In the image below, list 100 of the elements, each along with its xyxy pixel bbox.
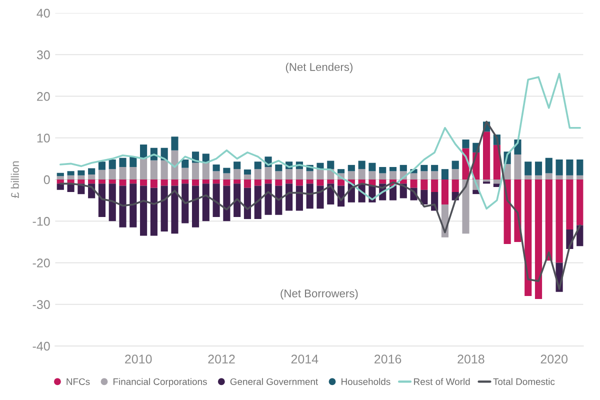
bar: [223, 173, 230, 180]
bar: [524, 175, 532, 180]
bar: [150, 180, 158, 188]
bar: [534, 175, 542, 180]
x-tick-label: 2020: [540, 354, 568, 364]
legend-label: NFCs: [66, 378, 90, 386]
bar: [286, 184, 293, 211]
bar: [316, 180, 324, 186]
bar: [78, 170, 85, 176]
bar: [234, 180, 241, 184]
bar: [420, 171, 428, 180]
bar: [306, 180, 314, 184]
bar: [192, 162, 200, 180]
bar: [337, 169, 345, 174]
bar: [78, 180, 85, 184]
legend-label: Rest of World: [414, 378, 470, 386]
bar: [348, 171, 355, 180]
x-tick-label: 2018: [458, 354, 484, 364]
bar: [545, 158, 552, 174]
bar: [576, 180, 584, 226]
bar: [78, 175, 85, 180]
bar: [212, 171, 220, 180]
bar: [296, 186, 303, 211]
x-tick-label: 2012: [208, 354, 235, 364]
bar: [140, 180, 148, 186]
bar: [212, 180, 220, 184]
bar: [483, 132, 490, 180]
legend-label: General Government: [230, 378, 318, 386]
y-axis-title: £ billion: [10, 161, 19, 198]
bar: [441, 169, 448, 180]
bar: [182, 168, 189, 180]
legend-label: Households: [342, 378, 390, 386]
bar: [108, 160, 116, 170]
x-tick-label: 2014: [291, 354, 318, 364]
bar: [566, 180, 574, 230]
bar: [368, 162, 376, 172]
bar: [98, 162, 106, 170]
bar: [316, 186, 324, 209]
bar: [327, 180, 334, 184]
y-tick-label: 30: [36, 50, 50, 60]
bar: [264, 180, 272, 184]
bar: [212, 184, 220, 217]
bar: [182, 184, 189, 224]
bar: [358, 160, 366, 170]
y-tick-label: 10: [37, 134, 50, 143]
bar: [275, 186, 282, 215]
bar: [254, 162, 262, 170]
bar: [286, 169, 293, 180]
bar: [160, 180, 168, 186]
bar: [410, 173, 418, 180]
bar: [556, 160, 563, 176]
bar: [462, 140, 470, 148]
bar: [192, 180, 200, 186]
bar: [275, 171, 282, 180]
bar: [566, 160, 574, 176]
y-tick-label: -30: [32, 300, 50, 310]
bar: [56, 176, 64, 180]
bar: [389, 167, 397, 172]
bar: [119, 180, 126, 186]
bar: [462, 180, 470, 234]
bar: [67, 175, 74, 180]
bar: [420, 190, 428, 204]
line-series: [59, 120, 581, 290]
bar: [140, 186, 148, 236]
bar: [358, 169, 366, 180]
bar: [379, 173, 386, 180]
bar: [244, 188, 252, 220]
bar: [88, 180, 96, 184]
bar: [254, 169, 262, 180]
bar: [108, 180, 116, 184]
bar: [234, 169, 241, 180]
bar: [202, 184, 210, 222]
bar: [566, 175, 574, 180]
bar: [576, 175, 584, 180]
bar: [524, 162, 532, 176]
bar: [202, 180, 210, 184]
bar: [119, 158, 126, 168]
bar: [452, 169, 459, 180]
bar: [316, 169, 324, 180]
bar: [160, 186, 168, 232]
bar: [264, 184, 272, 215]
bar: [534, 162, 542, 176]
bar: [130, 180, 137, 184]
bar: [576, 160, 584, 176]
bar: [234, 162, 241, 170]
bar: [431, 180, 438, 192]
bar: [223, 168, 230, 174]
bar: [327, 160, 334, 170]
bar: [98, 180, 106, 184]
bar: [368, 171, 376, 180]
bar: [202, 162, 210, 180]
bar: [171, 136, 178, 150]
bar: [67, 171, 74, 176]
bar: [171, 150, 178, 180]
x-tick-label: 2010: [125, 354, 152, 364]
y-tick-label: -40: [32, 342, 50, 351]
bar: [524, 180, 532, 296]
bar: [98, 184, 106, 217]
bar: [119, 186, 126, 228]
bar: [244, 180, 252, 188]
